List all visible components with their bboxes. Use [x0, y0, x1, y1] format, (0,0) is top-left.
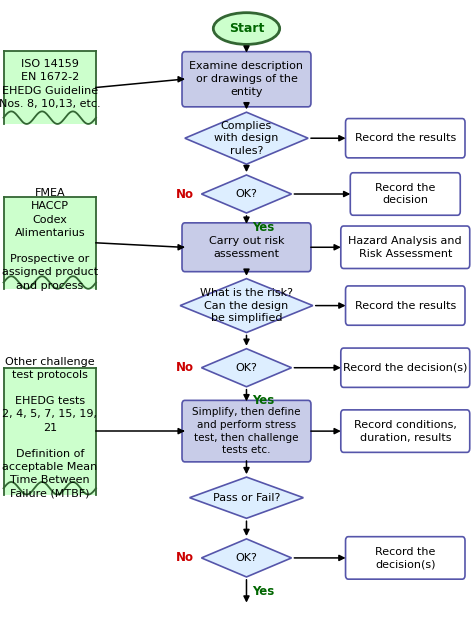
- FancyBboxPatch shape: [182, 52, 311, 107]
- Polygon shape: [201, 539, 292, 577]
- Polygon shape: [3, 51, 96, 124]
- Text: Other challenge
test protocols

EHEDG tests
2, 4, 5, 7, 15, 19,
21

Definition o: Other challenge test protocols EHEDG tes…: [2, 357, 97, 499]
- Polygon shape: [201, 349, 292, 387]
- Text: Record the decision(s): Record the decision(s): [343, 363, 467, 373]
- FancyBboxPatch shape: [346, 536, 465, 579]
- Text: Examine description
or drawings of the
entity: Examine description or drawings of the e…: [190, 61, 303, 97]
- Text: Complies
with design
rules?: Complies with design rules?: [214, 121, 279, 155]
- Polygon shape: [185, 112, 308, 164]
- Text: OK?: OK?: [236, 363, 257, 373]
- Text: OK?: OK?: [236, 189, 257, 199]
- Text: Yes: Yes: [252, 585, 274, 598]
- Text: Record the
decision: Record the decision: [375, 183, 436, 205]
- Text: Record the
decision(s): Record the decision(s): [375, 547, 436, 569]
- Text: No: No: [176, 552, 194, 564]
- FancyBboxPatch shape: [350, 172, 460, 216]
- Polygon shape: [190, 477, 303, 519]
- Text: Yes: Yes: [252, 394, 274, 408]
- FancyBboxPatch shape: [346, 119, 465, 158]
- Polygon shape: [180, 279, 313, 332]
- Polygon shape: [201, 175, 292, 213]
- Text: What is the risk?
Can the design
be simplified: What is the risk? Can the design be simp…: [200, 288, 293, 323]
- Polygon shape: [3, 368, 96, 495]
- FancyBboxPatch shape: [182, 223, 311, 271]
- Text: Pass or Fail?: Pass or Fail?: [213, 493, 280, 503]
- Polygon shape: [3, 197, 96, 289]
- FancyBboxPatch shape: [341, 348, 470, 387]
- Ellipse shape: [213, 13, 280, 44]
- Text: Record the results: Record the results: [355, 133, 456, 143]
- Text: ISO 14159
EN 1672-2
EHEDG Guideline
Nos. 8, 10,13, etc.: ISO 14159 EN 1672-2 EHEDG Guideline Nos.…: [0, 59, 100, 109]
- Text: Yes: Yes: [252, 221, 274, 234]
- FancyBboxPatch shape: [341, 226, 470, 269]
- FancyBboxPatch shape: [182, 401, 311, 462]
- Text: Hazard Analysis and
Risk Assessment: Hazard Analysis and Risk Assessment: [348, 236, 462, 259]
- Text: FMEA
HACCP
Codex
Alimentarius

Prospective or
assigned product
and process: FMEA HACCP Codex Alimentarius Prospectiv…: [2, 188, 98, 290]
- Text: Simplify, then define
and perform stress
test, then challenge
tests etc.: Simplify, then define and perform stress…: [192, 407, 301, 455]
- Text: Carry out risk
assessment: Carry out risk assessment: [209, 236, 284, 259]
- Text: OK?: OK?: [236, 553, 257, 563]
- Text: Record the results: Record the results: [355, 301, 456, 311]
- Text: No: No: [176, 188, 194, 200]
- FancyBboxPatch shape: [341, 410, 470, 453]
- Text: Start: Start: [229, 22, 264, 35]
- Text: Record conditions,
duration, results: Record conditions, duration, results: [354, 420, 457, 443]
- FancyBboxPatch shape: [346, 286, 465, 325]
- Text: No: No: [176, 361, 194, 374]
